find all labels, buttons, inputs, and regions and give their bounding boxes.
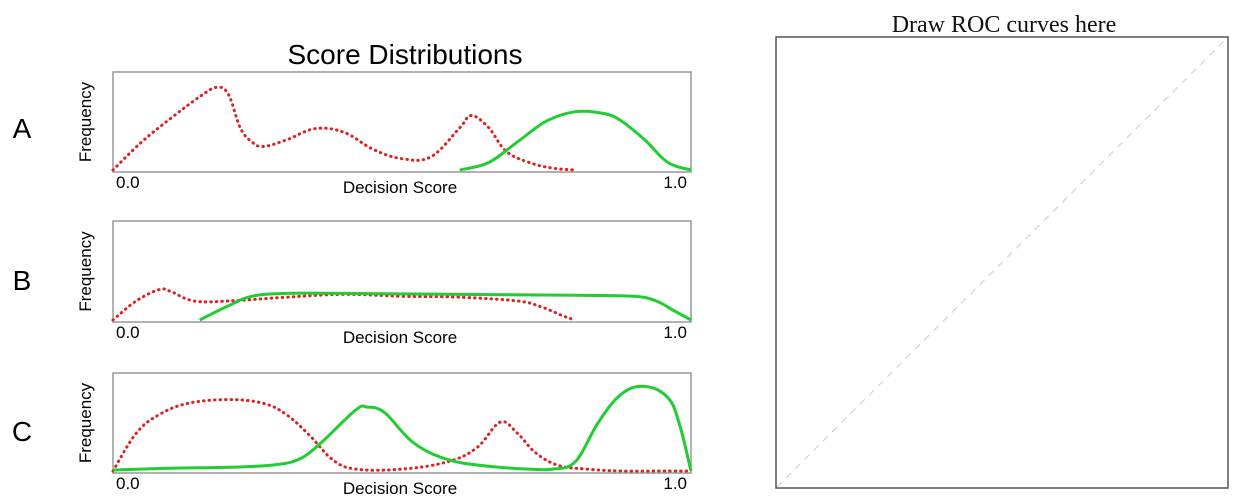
panel-label: B bbox=[13, 265, 32, 296]
x-tick-label: 0.0 bbox=[116, 173, 140, 192]
negative-distribution-curve bbox=[111, 398, 693, 473]
negative-distribution-curve bbox=[111, 287, 577, 322]
roc-panel: Draw ROC curves here bbox=[775, 12, 1229, 489]
negative-distribution-curve bbox=[111, 85, 577, 172]
chart-title: Score Distributions bbox=[288, 39, 523, 70]
score-panels: A Frequency Decision Score 0.0 1.0 B Frequency… bbox=[12, 71, 693, 498]
x-tick-label: 1.0 bbox=[663, 474, 687, 493]
plot-frame bbox=[112, 71, 692, 173]
y-axis-label: Frequency bbox=[76, 382, 95, 463]
panel-c: C Frequency Decision Score 0.0 1.0 bbox=[12, 372, 693, 498]
x-axis-label: Decision Score bbox=[343, 328, 457, 347]
plot-frame bbox=[112, 372, 692, 474]
plot-frame bbox=[112, 220, 692, 323]
roc-title: Draw ROC curves here bbox=[892, 12, 1117, 38]
positive-distribution-curve bbox=[112, 384, 693, 472]
positive-distribution-curve bbox=[459, 109, 692, 172]
x-tick-label: 0.0 bbox=[116, 474, 140, 493]
panel-a: A Frequency Decision Score 0.0 1.0 bbox=[13, 71, 692, 197]
x-axis-label: Decision Score bbox=[343, 479, 457, 496]
x-tick-label: 1.0 bbox=[663, 323, 687, 342]
y-axis-label: Frequency bbox=[76, 81, 95, 162]
positive-distribution-curve bbox=[199, 291, 692, 322]
panel-label: C bbox=[12, 416, 32, 447]
panel-b: B Frequency Decision Score 0.0 1.0 bbox=[13, 220, 692, 347]
x-tick-label: 0.0 bbox=[116, 323, 140, 342]
panel-label: A bbox=[13, 113, 32, 144]
x-axis-label: Decision Score bbox=[343, 178, 457, 197]
y-axis-label: Frequency bbox=[76, 231, 95, 312]
x-tick-label: 1.0 bbox=[663, 173, 687, 192]
roc-diagonal bbox=[776, 37, 1228, 488]
